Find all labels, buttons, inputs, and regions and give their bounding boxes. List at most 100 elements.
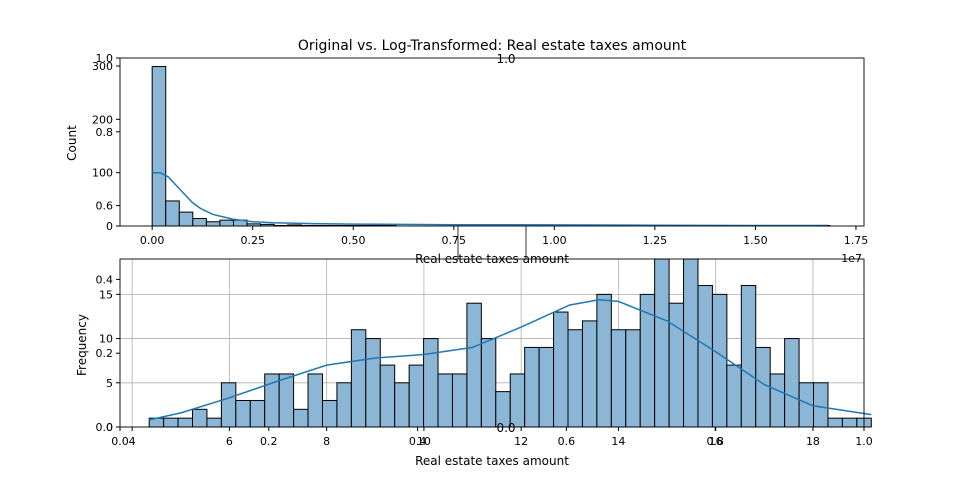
top-x-tick-label-5: 1.25 bbox=[643, 234, 668, 247]
overlay-x-tick-label-3: 0.6 bbox=[558, 435, 576, 448]
bottom-histogram-bars bbox=[148, 258, 872, 428]
bottom-bar-28 bbox=[553, 311, 569, 428]
top-x-tick-label-3: 0.75 bbox=[442, 234, 467, 247]
bottom-bar-1 bbox=[163, 417, 179, 428]
bottom-bar-47 bbox=[827, 417, 843, 428]
top-axes-border bbox=[119, 57, 865, 227]
top-subplot: 0.00 0.25 0.50 0.75 1.00 1.25 1.50 1.75 0 100 200 3… bbox=[92, 57, 869, 247]
bottom-y-tick-label-2: 10 bbox=[99, 333, 113, 346]
top-y-tick-label-0: 0 bbox=[106, 220, 113, 233]
top-y-tick-label-1: 100 bbox=[92, 167, 113, 180]
overlay-y-tick-label-0: 0.0 bbox=[96, 421, 114, 434]
bottom-kde-line bbox=[149, 298, 872, 421]
bottom-x-axis-label: Real estate taxes amount bbox=[415, 454, 569, 468]
bottom-bar-13 bbox=[336, 382, 352, 428]
overlay-x-tick-label-4: 0.8 bbox=[706, 435, 724, 448]
bottom-bar-7 bbox=[249, 399, 266, 428]
bottom-y-tick-label-3: 15 bbox=[99, 288, 113, 301]
top-axes-frame: 0.00 0.25 0.50 0.75 1.00 1.25 1.50 1.75 0 100 200 3… bbox=[92, 57, 869, 247]
bottom-bar-21 bbox=[451, 373, 468, 428]
bottom-x-tick-label-7: 18 bbox=[806, 435, 820, 448]
top-y-axis-label: Count bbox=[65, 125, 79, 161]
overlay-top-label: 1.0 bbox=[496, 52, 515, 66]
top-x-axis-label: Real estate taxes amount bbox=[415, 252, 569, 266]
overlay-y-tick-label-1: 0.2 bbox=[96, 347, 114, 360]
bottom-y-tick-label-1: 5 bbox=[106, 377, 113, 390]
bottom-x-tick-label-4: 12 bbox=[514, 435, 528, 448]
overlay-x-tick-label-2: 0.4 bbox=[409, 435, 427, 448]
top-x-tick-label-1: 0.25 bbox=[240, 234, 265, 247]
bottom-bar-42 bbox=[755, 346, 771, 428]
bottom-bar-18 bbox=[408, 364, 425, 428]
top-bar-1 bbox=[165, 200, 180, 227]
bottom-bar-6 bbox=[235, 399, 251, 428]
bottom-bar-46 bbox=[813, 382, 829, 428]
top-bar-3 bbox=[192, 218, 207, 227]
top-x-tick-label-4: 1.00 bbox=[542, 234, 567, 247]
bottom-bar-43 bbox=[769, 373, 786, 428]
bottom-bar-5 bbox=[220, 382, 237, 428]
top-x-tick-label-0: 0.00 bbox=[140, 234, 165, 247]
bottom-bar-33 bbox=[625, 329, 641, 428]
bottom-bar-27 bbox=[538, 346, 555, 428]
bottom-bar-20 bbox=[437, 373, 453, 428]
overlay-y-tick-label-2: 0.4 bbox=[96, 273, 114, 286]
top-x-tick-label-7: 1.75 bbox=[844, 234, 869, 247]
figure-title: Original vs. Log-Transformed: Real estat… bbox=[298, 38, 687, 54]
overlay-y-tick-label-5: 1.0 bbox=[96, 52, 114, 65]
bottom-bar-25 bbox=[509, 373, 526, 428]
bottom-bar-17 bbox=[394, 382, 410, 428]
bottom-bar-12 bbox=[321, 399, 338, 428]
top-x-offset-label: 1e7 bbox=[841, 252, 862, 265]
bottom-bar-10 bbox=[293, 408, 309, 428]
bottom-subplot: 4 6 8 10 12 14 16 18 0 5 10 15 bbox=[99, 258, 872, 448]
bottom-bar-3 bbox=[192, 408, 208, 428]
bottom-bar-2 bbox=[177, 417, 194, 428]
top-histogram-bars bbox=[151, 66, 831, 227]
bottom-bar-19 bbox=[423, 338, 439, 428]
bottom-bar-38 bbox=[697, 285, 713, 428]
bottom-y-axis-label: Frequency bbox=[75, 314, 89, 376]
bottom-bar-26 bbox=[524, 346, 540, 428]
bottom-bar-41 bbox=[740, 285, 757, 428]
top-bar-0 bbox=[151, 66, 167, 227]
bottom-bar-48 bbox=[841, 417, 858, 428]
bottom-x-tick-label-0: 4 bbox=[129, 435, 136, 448]
bottom-x-tick-label-1: 6 bbox=[226, 435, 233, 448]
bottom-bar-15 bbox=[365, 338, 381, 428]
bottom-axes-frame: 4 6 8 10 12 14 16 18 0 5 10 15 bbox=[99, 258, 865, 448]
bottom-bar-22 bbox=[466, 302, 482, 428]
bottom-bar-40 bbox=[726, 364, 742, 428]
bottom-bar-29 bbox=[567, 329, 583, 428]
bottom-bar-11 bbox=[307, 373, 323, 428]
top-bar-5 bbox=[219, 219, 234, 227]
overlay-x-tick-label-1: 0.2 bbox=[260, 435, 278, 448]
bottom-bar-44 bbox=[784, 338, 800, 428]
bottom-bar-36 bbox=[668, 302, 685, 428]
bottom-bar-30 bbox=[581, 320, 598, 428]
overlay-axes: 0.0 0.2 0.4 0.6 0.8 1.0 0.0 0.2 0.4 0.6 0.8 1.0 bbox=[96, 52, 873, 448]
top-kde-line bbox=[152, 171, 828, 227]
overlay-y-tick-label-3: 0.6 bbox=[96, 200, 114, 213]
top-y-tick-label-3: 300 bbox=[92, 60, 113, 73]
bottom-bar-37 bbox=[683, 258, 699, 428]
bottom-bar-9 bbox=[278, 373, 295, 428]
bottom-bar-14 bbox=[350, 329, 367, 428]
overlay-x-tick-label-5: 1.0 bbox=[855, 435, 873, 448]
bottom-bar-31 bbox=[596, 293, 612, 428]
bottom-axes-border bbox=[119, 258, 865, 428]
bottom-x-tick-label-6: 16 bbox=[709, 435, 723, 448]
bottom-bar-35 bbox=[654, 258, 670, 428]
bottom-bar-16 bbox=[379, 364, 396, 428]
overlay-y-tick-label-4: 0.8 bbox=[96, 126, 114, 139]
top-x-tick-label-2: 0.50 bbox=[341, 234, 366, 247]
bottom-x-tick-label-2: 8 bbox=[323, 435, 330, 448]
bottom-bar-32 bbox=[610, 329, 627, 428]
bottom-x-tick-label-5: 14 bbox=[611, 435, 625, 448]
bottom-x-tick-label-3: 10 bbox=[417, 435, 431, 448]
bottom-bar-23 bbox=[480, 338, 497, 428]
top-bar-4 bbox=[205, 221, 221, 227]
bottom-bar-4 bbox=[206, 417, 222, 428]
top-x-tick-label-6: 1.50 bbox=[743, 234, 768, 247]
